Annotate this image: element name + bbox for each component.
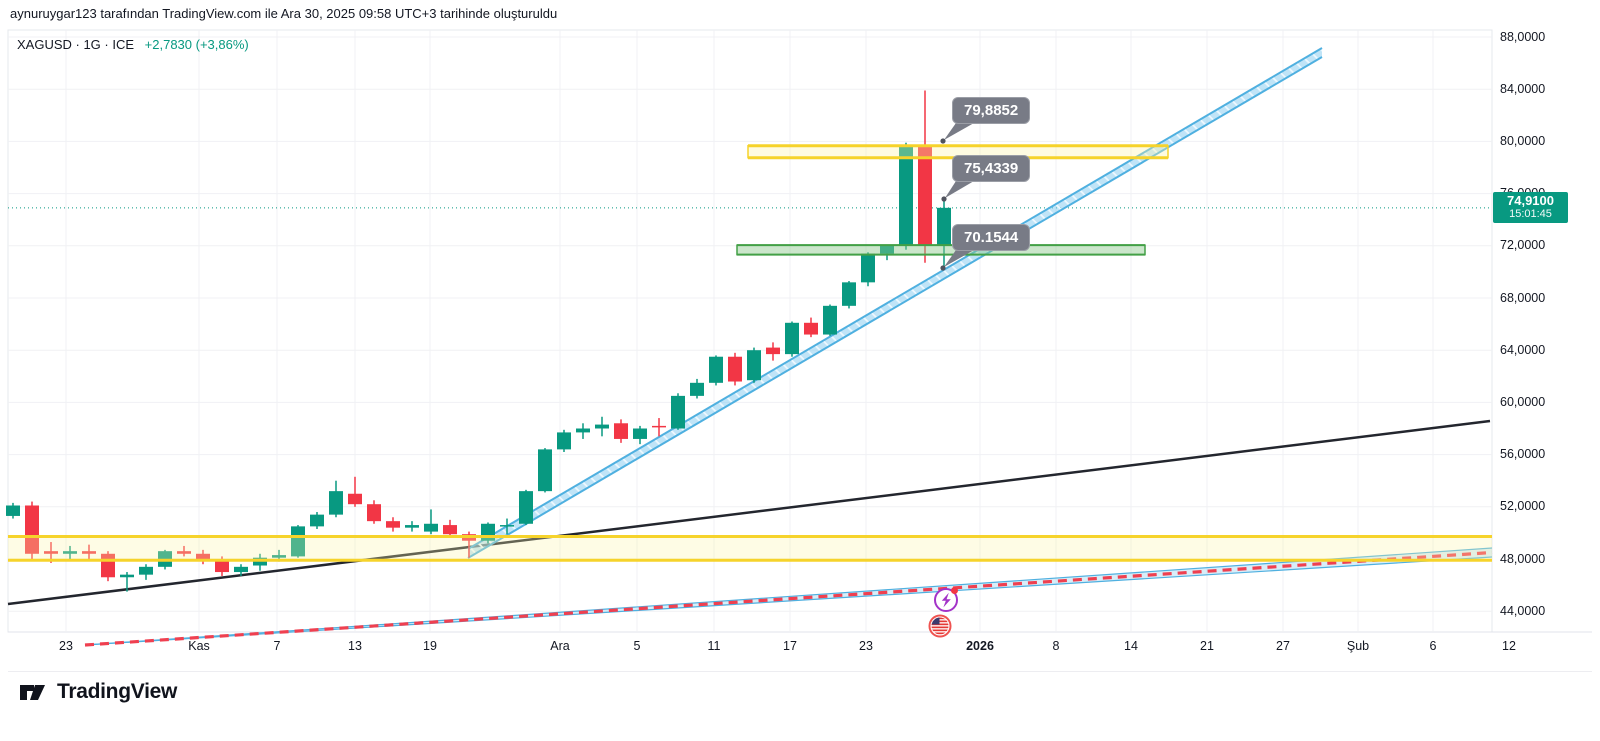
time-tick-label: 19 [423,639,437,653]
time-tick-label: Ara [550,639,570,653]
candle [538,448,552,493]
time-tick-label: 23 [59,639,73,653]
tradingview-logo-icon [20,685,45,700]
candle [139,564,153,580]
candle [557,429,571,452]
time-tick-label: 17 [783,639,797,653]
bar-countdown: 15:01:45 [1509,207,1552,220]
price-tick-label: 44,0000 [1500,603,1546,618]
time-tick-label: 5 [633,639,641,653]
candle [424,509,438,535]
candle [177,545,191,557]
symbol-change: +2,7830 (+3,86%) [144,37,249,52]
symbol-legend[interactable]: XAGUSD · 1G · ICE +2,7830 (+3,86%) [17,37,249,52]
time-tick-label: 8 [1052,639,1060,653]
candle [690,378,704,399]
mid-green-band[interactable] [736,244,1146,256]
candle [785,321,799,357]
candle [120,572,134,592]
candle [709,355,723,386]
tradingview-logo[interactable]: TradingView [18,680,177,704]
candle [500,518,514,535]
us-flag-event-icon[interactable] [928,614,952,638]
time-tick-label: 7 [273,639,281,653]
candle [918,90,932,263]
price-tick-label: 48,0000 [1500,551,1546,566]
candle [291,525,305,558]
price-tick-label: 56,0000 [1500,447,1546,462]
candle [82,544,96,561]
symbol-title[interactable]: XAGUSD · 1G · ICE [17,37,135,52]
price-tick-label: 52,0000 [1500,499,1546,514]
candle [348,476,362,507]
price-tick-label: 84,0000 [1500,81,1546,96]
black-trendline[interactable] [7,419,1491,606]
candle [823,304,837,336]
candle [899,142,913,250]
candle [804,317,818,338]
candle [937,201,951,270]
candle [728,352,742,386]
snapshot-attribution: aynuruygar123 tarafından TradingView.com… [10,6,558,21]
time-tick-label: 13 [348,639,362,653]
time-tick-label: 14 [1124,639,1138,653]
time-tick-label: Şub [1346,639,1370,653]
candle [519,489,533,526]
blue-parallel-channel[interactable] [467,47,1323,559]
current-price-value: 74,9100 [1507,192,1554,208]
candle [576,423,590,439]
candle [6,502,20,519]
candle [652,418,666,437]
candle [614,419,628,443]
candle [25,501,39,561]
tradingview-wordmark: TradingView [57,680,178,703]
flash-event-icon[interactable] [934,587,958,612]
candle [842,281,856,309]
price-callout[interactable]: 79,8852 [952,97,1031,124]
current-price-badge[interactable]: 74,9100 15:01:45 [1493,191,1568,223]
callout-tail [940,123,974,144]
candle [633,425,647,445]
time-tick-label: 23 [859,639,873,653]
lower-yellow-band[interactable] [8,535,1492,562]
time-tick-label: 12 [1502,639,1516,653]
candlestick-series[interactable] [6,90,951,592]
price-callout[interactable]: 70.1544 [952,224,1031,251]
time-tick-label: 2026 [966,639,994,653]
time-tick-label: 27 [1276,639,1290,653]
price-callout[interactable]: 75,4339 [952,155,1031,182]
price-tick-label: 88,0000 [1500,29,1546,44]
time-tick-label: 6 [1429,639,1437,653]
candle [747,347,761,383]
grid [8,30,1492,632]
candle [196,549,210,565]
time-tick-label: Kas [188,639,210,653]
price-tick-label: 60,0000 [1500,394,1546,409]
candle [671,393,685,430]
candle [595,416,609,437]
candle [329,480,343,518]
callout-tail [940,250,974,271]
price-tick-label: 80,0000 [1500,133,1546,148]
candle [386,517,400,532]
candle [405,521,419,532]
price-tick-label: 64,0000 [1500,342,1546,357]
price-tick-label: 72,0000 [1500,238,1546,253]
candle [234,564,248,576]
candle [367,500,381,524]
callout-tail [941,181,974,202]
candle [766,342,780,361]
candle [861,252,875,287]
candle [310,512,324,529]
time-tick-label: 21 [1200,639,1214,653]
candle [63,545,77,561]
red-dashed-channel[interactable] [84,547,1493,647]
price-tick-label: 68,0000 [1500,290,1546,305]
candle [443,519,457,537]
candle [880,244,894,261]
time-tick-label: 11 [707,639,721,653]
